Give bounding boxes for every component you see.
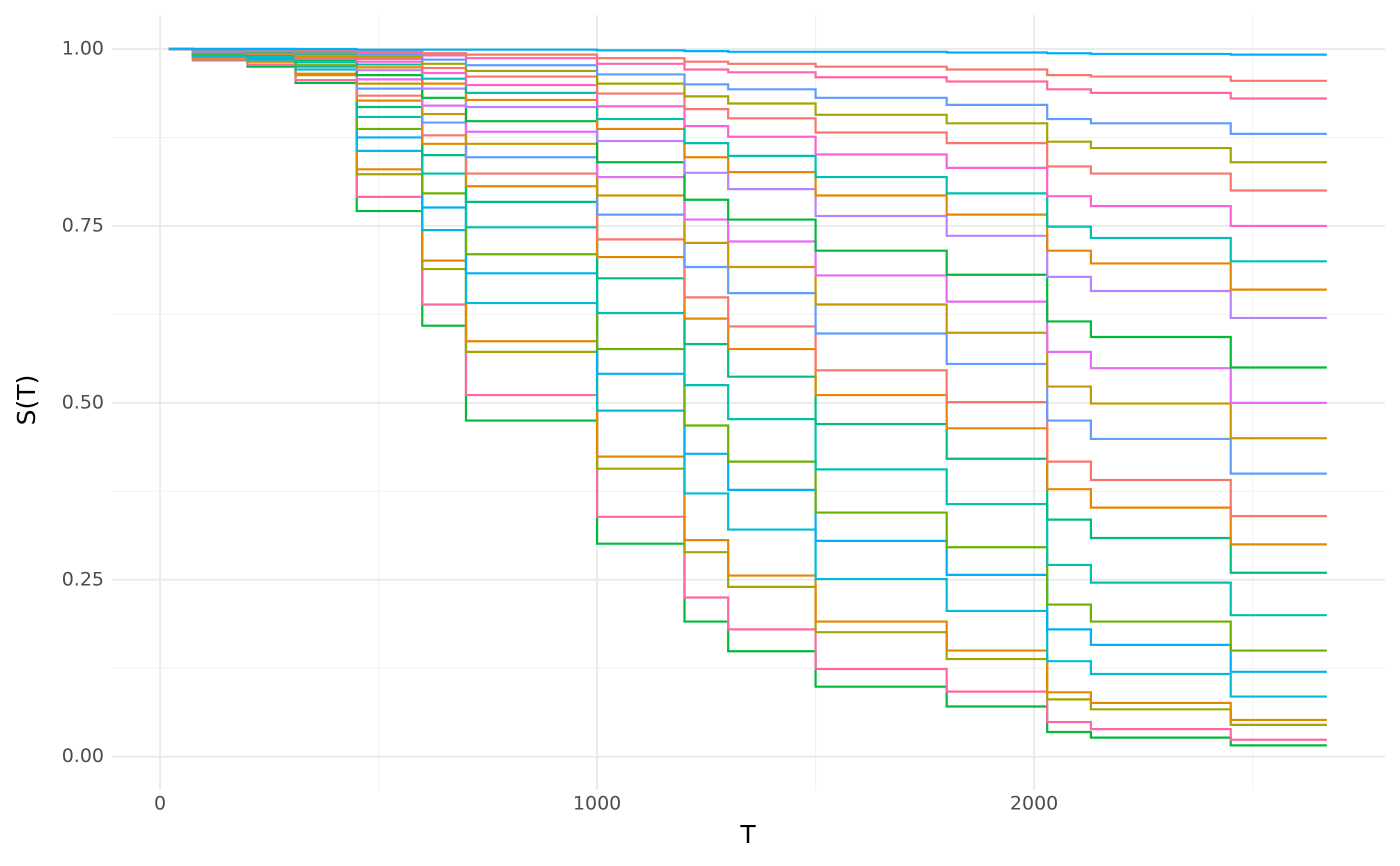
survival-curve bbox=[168, 47, 1327, 369]
y-tick-label: 0.25 bbox=[62, 568, 104, 590]
survival-curve bbox=[168, 47, 1327, 698]
survival-curve bbox=[168, 47, 1327, 741]
y-tick-label: 0.50 bbox=[62, 391, 104, 413]
plot-lines bbox=[168, 47, 1327, 747]
x-tick-label: 2000 bbox=[1010, 793, 1058, 815]
y-tick-label: 0.00 bbox=[62, 745, 104, 767]
survival-curve bbox=[168, 47, 1327, 747]
y-tick-label: 1.00 bbox=[62, 37, 104, 59]
survival-curve bbox=[168, 47, 1327, 574]
survival-curve bbox=[168, 47, 1327, 673]
y-tick-label: 0.75 bbox=[62, 214, 104, 236]
y-axis-title: S(T) bbox=[12, 375, 41, 426]
survival-curve bbox=[168, 47, 1327, 291]
survival-curve bbox=[168, 47, 1327, 475]
x-axis-title: T bbox=[739, 820, 756, 849]
survival-curve bbox=[168, 47, 1327, 617]
survival-curve bbox=[168, 47, 1327, 56]
x-tick-label: 1000 bbox=[573, 793, 621, 815]
survival-curve bbox=[168, 47, 1327, 726]
survival-curve bbox=[168, 47, 1327, 440]
x-tick-label: 0 bbox=[154, 793, 166, 815]
survival-curve bbox=[168, 47, 1327, 722]
